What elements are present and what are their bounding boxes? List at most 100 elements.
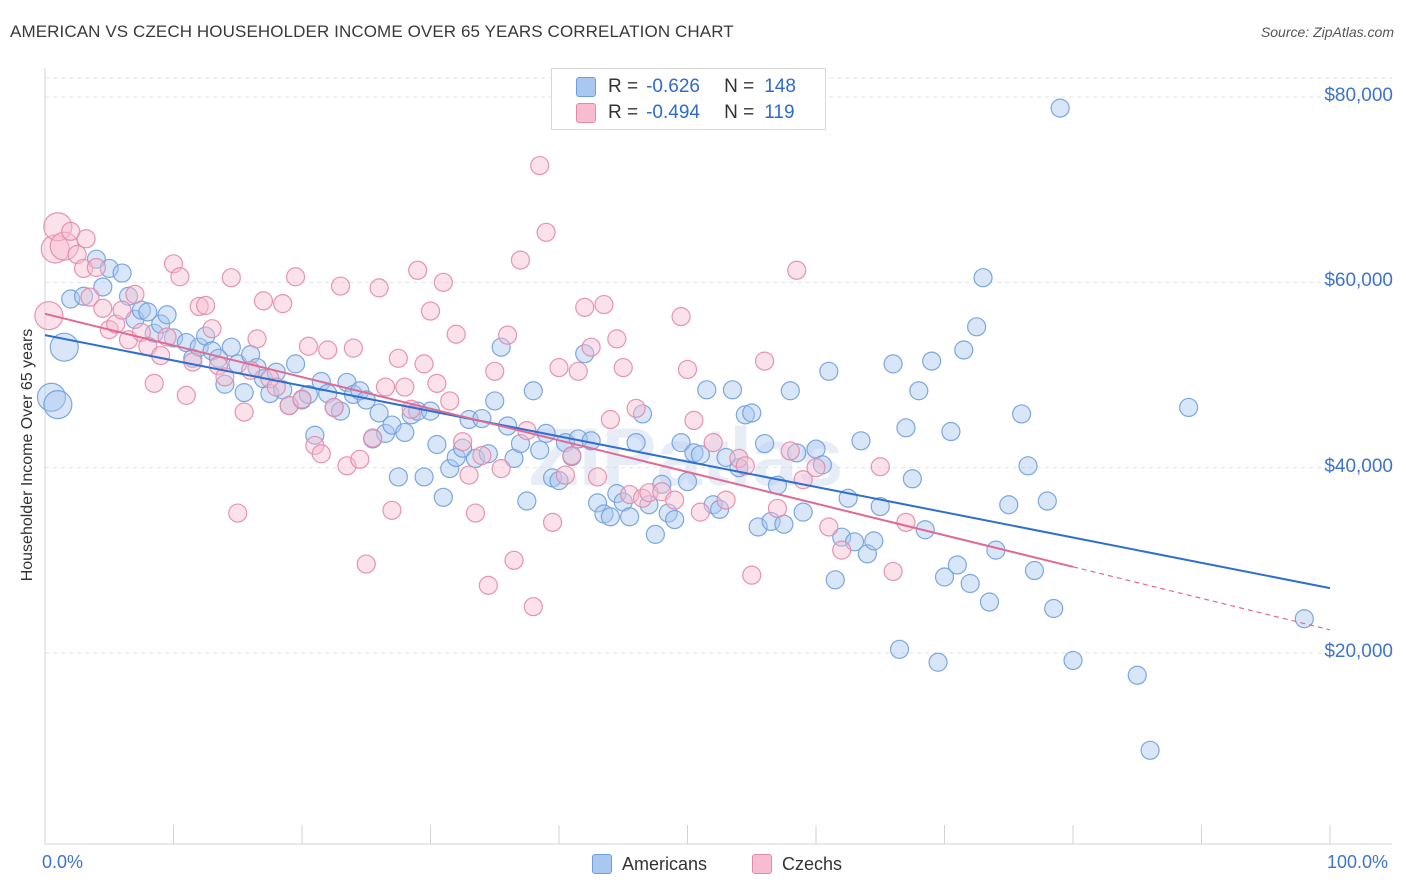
czech-point bbox=[112, 300, 132, 320]
czech-point bbox=[485, 361, 505, 381]
czech-point bbox=[196, 295, 216, 316]
czech-point bbox=[414, 354, 434, 374]
czech-point bbox=[587, 467, 608, 487]
american-point bbox=[754, 433, 775, 454]
american-point bbox=[305, 425, 325, 445]
american-point bbox=[787, 443, 807, 463]
x-tick-label-max: 100.0% bbox=[1327, 852, 1389, 872]
american-point bbox=[677, 471, 698, 492]
czech-point bbox=[819, 517, 839, 537]
american-point bbox=[163, 328, 184, 348]
czech-point bbox=[170, 267, 190, 287]
american-point bbox=[620, 507, 640, 527]
czech-point bbox=[363, 428, 383, 448]
americans-legend-swatch bbox=[592, 854, 612, 874]
y-tick-label: $40,000 bbox=[1324, 455, 1393, 477]
american-point bbox=[941, 421, 961, 442]
czech-point bbox=[620, 484, 640, 505]
czechs-trend-extension bbox=[1072, 566, 1331, 631]
legend-n-label: N = bbox=[724, 102, 755, 123]
american-point bbox=[453, 438, 473, 458]
czech-point bbox=[330, 276, 351, 296]
american-point bbox=[369, 403, 389, 423]
american-point bbox=[947, 555, 967, 575]
czech-point bbox=[382, 500, 402, 520]
legend-row-americans: R = -0.626 N = 148 bbox=[576, 75, 796, 99]
chart-title: AMERICAN VS CZECH HOUSEHOLDER INCOME OVE… bbox=[10, 22, 734, 41]
legend-r-label: R = bbox=[608, 102, 639, 123]
czech-point bbox=[228, 503, 248, 523]
american-point bbox=[722, 380, 743, 400]
american-point bbox=[883, 354, 903, 374]
american-point bbox=[157, 305, 177, 325]
american-point bbox=[626, 433, 646, 453]
czech-point bbox=[703, 433, 723, 453]
american-point bbox=[742, 403, 762, 423]
american-point bbox=[793, 502, 813, 522]
czech-point bbox=[742, 565, 762, 585]
czech-point bbox=[549, 357, 569, 378]
czech-point bbox=[80, 287, 100, 307]
czech-point bbox=[176, 385, 196, 405]
czech-point bbox=[253, 291, 274, 311]
czech-point bbox=[883, 561, 903, 582]
czech-point bbox=[76, 229, 96, 249]
american-point bbox=[433, 487, 453, 507]
czech-point bbox=[523, 597, 543, 617]
legend-n-americans: 148 bbox=[764, 76, 796, 97]
czech-point bbox=[157, 327, 177, 347]
american-point bbox=[645, 524, 665, 544]
american-point bbox=[530, 440, 550, 460]
x-tick-label-min: 0.0% bbox=[42, 852, 84, 872]
american-point bbox=[735, 405, 755, 425]
american-point bbox=[967, 317, 987, 337]
american-point bbox=[889, 639, 910, 659]
american-point bbox=[973, 268, 993, 288]
american-point bbox=[780, 381, 800, 401]
czech-point bbox=[221, 268, 241, 288]
american-point bbox=[1018, 456, 1038, 476]
american-point bbox=[1127, 665, 1147, 685]
czech-point bbox=[729, 448, 749, 468]
czech-point bbox=[780, 441, 800, 461]
czech-point bbox=[735, 456, 755, 476]
american-point bbox=[864, 531, 884, 551]
czech-point bbox=[510, 250, 531, 270]
legend-r-czechs: -0.494 bbox=[646, 102, 700, 123]
americans-swatch bbox=[576, 77, 596, 97]
american-point bbox=[1063, 650, 1083, 671]
czech-point bbox=[472, 446, 492, 466]
american-point bbox=[954, 340, 974, 360]
czech-point bbox=[43, 212, 73, 242]
czech-point bbox=[665, 490, 685, 510]
czech-point bbox=[536, 222, 556, 242]
americans-trend-line bbox=[44, 334, 1331, 590]
american-point bbox=[587, 493, 608, 513]
american-point bbox=[825, 570, 845, 590]
czech-point bbox=[86, 257, 107, 278]
czech-point bbox=[247, 329, 267, 349]
czech-point bbox=[343, 338, 363, 358]
y-axis-label: Householder Income Over 65 years bbox=[19, 328, 36, 582]
czech-point bbox=[677, 359, 698, 380]
czech-point bbox=[504, 550, 524, 570]
czechs-legend-swatch bbox=[752, 854, 772, 874]
american-point bbox=[93, 277, 113, 297]
american-point bbox=[285, 354, 306, 374]
czech-point bbox=[613, 357, 633, 378]
czech-point bbox=[787, 260, 807, 280]
czech-point bbox=[594, 294, 614, 315]
american-point bbox=[1037, 491, 1057, 511]
american-point bbox=[472, 408, 492, 429]
czech-point bbox=[388, 348, 408, 368]
czech-point bbox=[690, 502, 710, 522]
czech-point bbox=[144, 373, 164, 393]
american-point bbox=[43, 390, 73, 420]
czech-point bbox=[568, 361, 588, 381]
american-point bbox=[928, 652, 948, 672]
american-point bbox=[665, 509, 685, 530]
czech-point bbox=[806, 458, 826, 478]
american-point bbox=[999, 495, 1019, 515]
czech-point bbox=[125, 284, 145, 304]
